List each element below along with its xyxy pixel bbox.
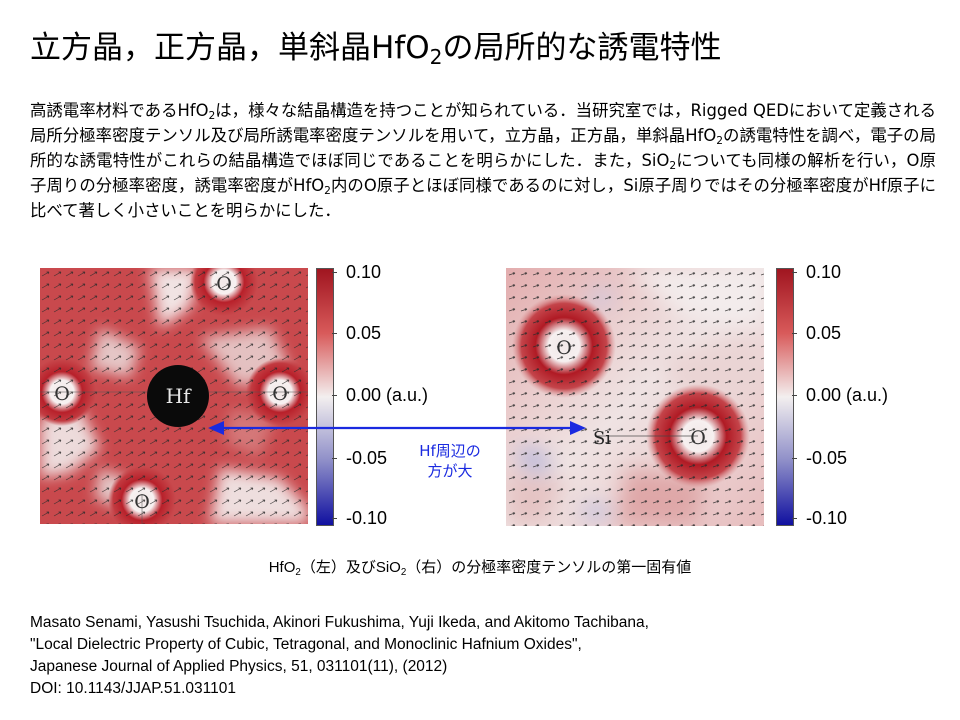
colorbar-tick: 0.10 [331, 262, 382, 282]
colorbar-tick: -0.05 [331, 448, 388, 468]
colorbar-tick: -0.10 [791, 508, 848, 528]
colorbar-tick: 0.05 [791, 323, 842, 343]
colorbar-tick: -0.10 [331, 508, 388, 528]
atom-label-o: O [134, 491, 150, 513]
arrow-label: Hf周辺の 方が大 [400, 441, 500, 481]
atom-label-o: O [690, 427, 706, 449]
atom-label-o: O [216, 273, 232, 295]
colorbar-tick: 0.00 (a.u.) [791, 385, 889, 405]
hfo2-map-svg: O O O O Hf [40, 268, 308, 524]
right-colorbar [776, 268, 794, 526]
hfo2-polarizability-map: O O O O Hf [40, 268, 308, 524]
citation-doi: DOI: 10.1143/JJAP.51.031101 [30, 680, 236, 697]
sio2-polarizability-map: O O Si [506, 268, 764, 526]
arrow-label-line1: Hf周辺の [419, 442, 481, 460]
atom-label-o: O [54, 383, 70, 405]
citation-authors: Masato Senami, Yasushi Tsuchida, Akinori… [30, 614, 649, 631]
left-colorbar [316, 268, 334, 526]
colorbar-tick: 0.05 [331, 323, 382, 343]
sio2-map-svg: O O Si [506, 268, 764, 526]
citation-journal: Japanese Journal of Applied Physics, 51,… [30, 658, 448, 675]
atom-label-si: Si [593, 428, 611, 449]
atom-label-o: O [272, 383, 288, 405]
arrow-label-line2: 方が大 [427, 462, 473, 480]
abstract-text: 高誘電率材料であるHfO2は，様々な結晶構造を持つことが知られている．当研究室で… [30, 101, 936, 220]
figure-caption: HfO2（左）及びSiO2（右）の分極率密度テンソルの第一固有値 [268, 559, 692, 578]
citation-block: Masato Senami, Yasushi Tsuchida, Akinori… [30, 612, 930, 700]
citation-title: "Local Dielectric Property of Cubic, Tet… [30, 636, 582, 653]
colorbar-tick: -0.05 [791, 448, 848, 468]
atom-label-hf: Hf [166, 384, 192, 408]
hf-atom [147, 365, 209, 427]
colorbar-tick: 0.00 (a.u.) [331, 385, 429, 405]
slide-title: 立方晶，正方晶，単斜晶HfO2の局所的な誘電特性 [30, 30, 722, 70]
colorbar-tick: 0.10 [791, 262, 842, 282]
atom-label-o: O [556, 337, 572, 359]
